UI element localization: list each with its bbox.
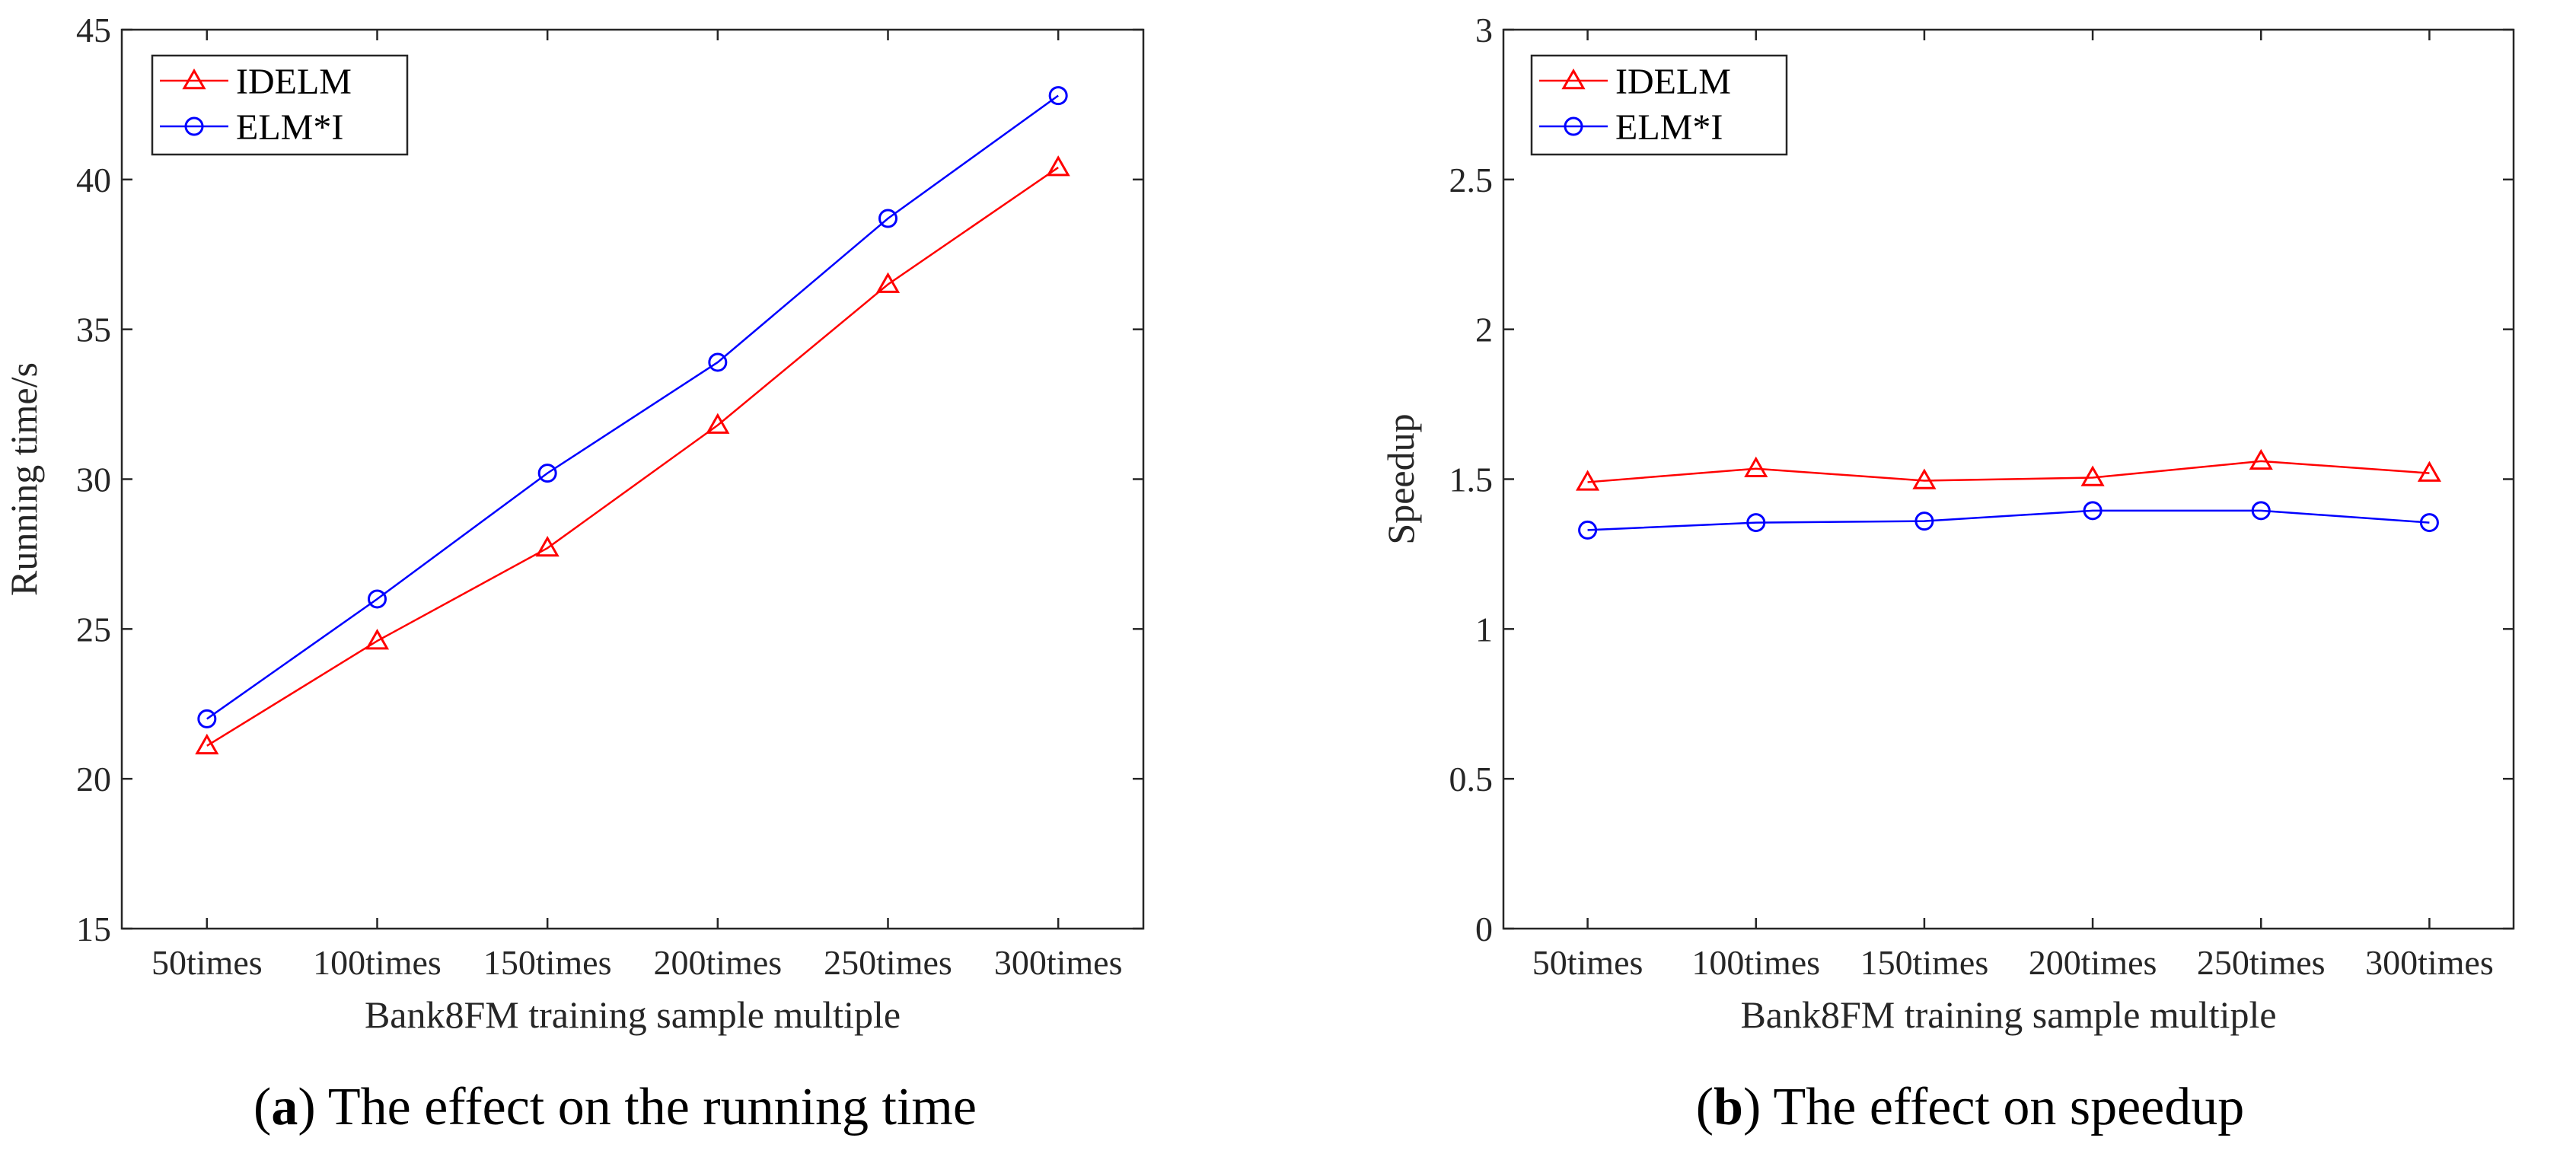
chart-b: 0 0.5 1 1.5 2 2.5 3 50times 100times 150times 200t… [1379,11,2515,1036]
series-ELM*I [197,86,1068,728]
legend: IDELM ELM*I [151,54,409,156]
data-point [708,352,728,372]
data-point [1746,513,1766,533]
caption-a: (a) The effect on the running time [253,1078,977,1136]
plot-area-frame [120,28,1145,930]
x-tick-label: 300times [2365,943,2494,982]
data-point [368,589,387,609]
data-point [365,629,390,650]
legend-marker [1564,116,1583,136]
data-point [2080,465,2105,486]
x-tick-label: 300times [994,943,1123,982]
x-tick-label: 50times [151,943,263,982]
data-point [2419,513,2439,533]
y-tick-label: 1 [1475,610,1493,649]
y-tick-label: 45 [76,11,111,49]
legend-label: ELM*I [1615,107,1723,148]
x-tick-label: 100times [1691,943,1820,982]
y-axis-label: Running time/s [2,362,45,596]
data-point [1912,468,1937,489]
data-point [2251,501,2271,521]
data-point [2417,461,2442,482]
y-tick-label: 25 [76,610,111,649]
y-tick-label: 40 [76,161,111,199]
y-tick-label: 15 [76,910,111,948]
data-point [706,413,730,434]
data-point [195,733,219,755]
data-point [1048,86,1068,106]
legend-marker [182,68,206,90]
y-tick-label: 0.5 [1449,760,1494,798]
y-tick-label: 0 [1475,910,1493,948]
data-point [2249,448,2273,470]
caption-b: (b) The effect on speedup [1695,1078,2245,1136]
y-axis-label: Speedup [1379,413,1422,544]
data-point [1744,456,1768,477]
series-line [206,94,1059,720]
x-tick-label: 50times [1532,943,1643,982]
series-line [206,167,1059,747]
y-tick-label: 1.5 [1449,461,1494,499]
chart-a: 15 20 25 30 35 40 45 50times 100times 150times 200… [2,11,1145,1036]
y-tick-label: 2.5 [1449,161,1494,199]
legend-label: ELM*I [236,107,343,148]
y-tick-label: 3 [1475,11,1493,49]
legend-label: IDELM [1615,62,1731,102]
y-tick-label: 35 [76,311,111,349]
series-line [1587,460,2430,483]
series-ELM*I [1578,501,2439,540]
data-point [2083,501,2103,521]
series-IDELM [1575,448,2442,491]
y-tick-label: 2 [1475,311,1493,349]
x-tick-label: 100times [313,943,442,982]
data-point [537,464,557,483]
series-line [1587,509,2430,531]
data-point [1575,470,1600,491]
data-point [197,709,217,728]
x-axis-label: Bank8FM training sample multiple [1740,993,2276,1036]
data-point [878,209,897,228]
data-point [1914,512,1934,531]
legend: IDELM ELM*I [1530,54,1788,156]
x-tick-label: 200times [653,943,782,982]
data-point [875,272,901,293]
data-point [1046,155,1070,177]
x-axis-label: Bank8FM training sample multiple [365,993,901,1036]
series-IDELM [195,155,1070,755]
x-tick-label: 150times [1860,943,1989,982]
legend-marker [1561,68,1586,90]
legend-label: IDELM [236,62,352,102]
x-tick-label: 250times [2197,943,2326,982]
data-point [1578,520,1598,540]
x-tick-label: 200times [2029,943,2157,982]
data-point [535,536,560,557]
x-tick-label: 250times [824,943,952,982]
legend-marker [184,116,204,136]
y-tick-label: 20 [76,760,111,798]
x-tick-label: 150times [483,943,612,982]
y-tick-label: 30 [76,461,111,499]
